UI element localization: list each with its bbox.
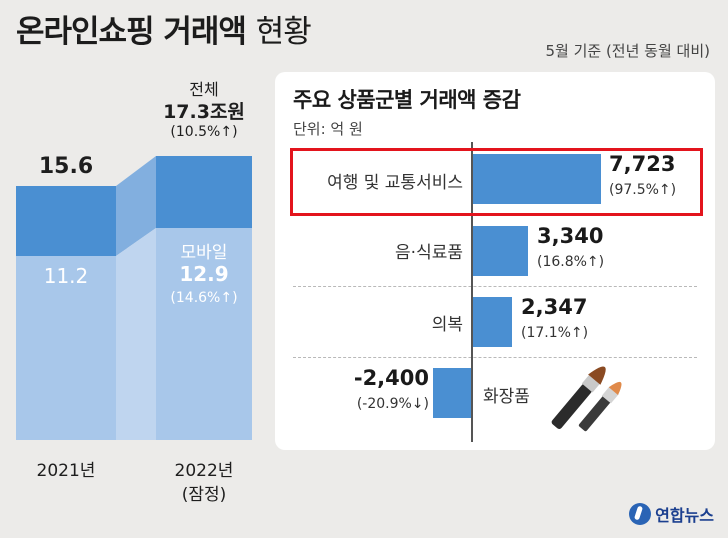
value-label-food: 3,340 xyxy=(537,224,604,248)
panel-title: 주요 상품군별 거래액 증감 xyxy=(293,88,521,112)
title-light: 현황 xyxy=(255,14,312,50)
logo-text: 연합뉴스 xyxy=(655,506,714,525)
change-label-travel: (97.5%↑) xyxy=(609,182,677,198)
total-2021-label: 15.6 xyxy=(38,154,94,179)
bar-cosmetics xyxy=(433,368,471,418)
category-label-clothing: 의복 xyxy=(431,315,463,335)
x-label-2022-provisional: (잠정) xyxy=(181,485,227,505)
category-label-travel: 여행 및 교통서비스 xyxy=(327,173,463,193)
category-label-food: 음·식료품 xyxy=(395,243,463,263)
row-divider xyxy=(293,357,697,358)
chart-subtitle: 5월 기준 (전년 동월 대비) xyxy=(545,42,710,60)
bar-travel xyxy=(473,154,601,204)
connector-total xyxy=(116,156,156,256)
change-label-cosmetics: (-20.9%↓) xyxy=(356,396,429,412)
panel-unit: 단위: 억 원 xyxy=(293,120,363,138)
x-label-2021: 2021년 xyxy=(36,461,96,481)
mobile-2022-label: 12.9 xyxy=(179,262,229,286)
title-bold: 온라인쇼핑 거래액 xyxy=(16,14,247,50)
mobile-2021-label: 11.2 xyxy=(43,264,89,288)
zero-axis xyxy=(471,142,473,442)
value-label-clothing: 2,347 xyxy=(521,295,588,319)
bar-2021-mobile xyxy=(16,256,116,440)
total-2022-change: (10.5%↑) xyxy=(170,124,238,140)
row-divider xyxy=(293,286,697,287)
mobile-label: 모바일 xyxy=(180,243,228,263)
page-title: 온라인쇼핑 거래액 현황 xyxy=(16,6,312,51)
value-label-cosmetics: -2,400 xyxy=(353,366,429,390)
connector-mobile xyxy=(116,228,156,440)
mobile-2022-change: (14.6%↑) xyxy=(170,290,238,306)
category-panel: 주요 상품군별 거래액 증감 단위: 억 원 여행 및 교통서비스 7,723 … xyxy=(275,72,715,450)
bar-food xyxy=(473,226,528,276)
left-chart: 15.6 11.2 전체 17.3조원 (10.5%↑) 모바일 12.9 (1… xyxy=(0,0,270,538)
highlight-box xyxy=(290,148,703,216)
makeup-brush-icon xyxy=(551,366,622,432)
stacked-bar-chart xyxy=(16,156,252,440)
total-2022-label: 17.3조원 xyxy=(163,101,245,123)
category-label-cosmetics: 화장품 xyxy=(483,387,530,407)
yonhap-logo-icon xyxy=(629,503,652,525)
bar-2022-mobile xyxy=(156,228,252,440)
x-label-2022: 2022년 xyxy=(174,461,234,481)
change-label-food: (16.8%↑) xyxy=(537,254,605,270)
value-label-travel: 7,723 xyxy=(609,152,676,176)
bar-clothing xyxy=(473,297,512,347)
change-label-clothing: (17.1%↑) xyxy=(521,325,589,341)
bar-2022-total xyxy=(156,156,252,228)
total-label: 전체 xyxy=(189,80,219,99)
bar-2021-total xyxy=(16,186,116,256)
news-logo: 연합뉴스 xyxy=(629,502,714,526)
